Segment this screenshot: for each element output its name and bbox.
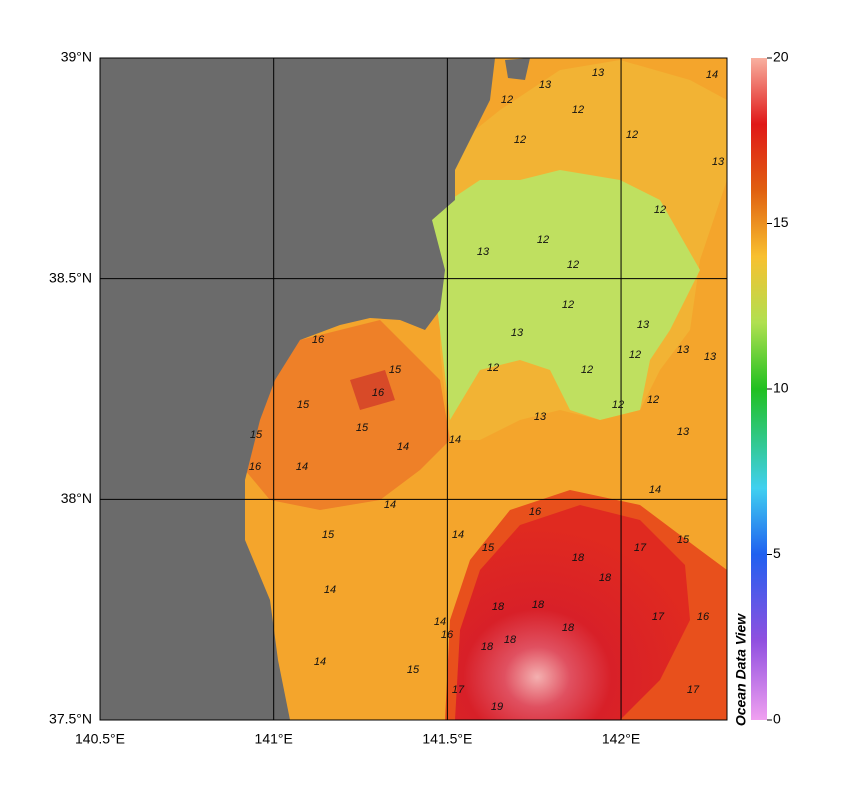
contour-label: 13 (637, 319, 650, 331)
colorbar (751, 58, 767, 720)
contour-label: 15 (407, 664, 420, 676)
contour-label: 12 (626, 129, 638, 141)
contour-label: 18 (562, 622, 575, 634)
contour-label: 15 (297, 399, 310, 411)
y-tick-label: 39°N (61, 49, 92, 65)
contour-label: 17 (452, 684, 465, 696)
contour-label: 14 (397, 441, 409, 453)
contour-label: 15 (322, 529, 335, 541)
contour-label: 16 (312, 334, 325, 346)
contour-label: 14 (649, 484, 661, 496)
contour-label: 13 (511, 327, 524, 339)
contour-label: 18 (599, 572, 612, 584)
contour-label: 14 (384, 499, 396, 511)
contour-label: 12 (629, 349, 641, 361)
contour-label: 14 (449, 434, 461, 446)
contour-label: 17 (652, 611, 665, 623)
contour-label: 17 (687, 684, 700, 696)
land (505, 58, 530, 80)
y-tick-label: 38.5°N (49, 269, 92, 285)
watermark: Ocean Data View (733, 613, 749, 726)
contour-label: 18 (532, 599, 545, 611)
contour-label: 15 (677, 534, 690, 546)
colorbar-tick-label: 10 (773, 380, 789, 396)
contour-label: 12 (581, 364, 593, 376)
contour-label: 12 (612, 399, 624, 411)
contour-label: 17 (634, 542, 647, 554)
contour-label: 15 (250, 429, 263, 441)
contour-label: 16 (372, 387, 385, 399)
contour-label: 19 (491, 701, 503, 713)
contour-label: 13 (534, 411, 547, 423)
sea-region (245, 320, 450, 510)
contour-label: 12 (487, 362, 499, 374)
contour-label: 12 (572, 104, 584, 116)
contour-label: 13 (712, 156, 725, 168)
y-tick-label: 38°N (61, 490, 92, 506)
contour-label: 14 (314, 656, 326, 668)
grid (99, 57, 727, 721)
contour-label: 14 (434, 616, 446, 628)
contour-label: 13 (592, 67, 605, 79)
colorbar-tick-label: 5 (773, 545, 781, 561)
contour-label: 12 (654, 204, 666, 216)
contour-label: 14 (324, 584, 336, 596)
map-area (100, 58, 727, 720)
contour-label: 18 (572, 552, 585, 564)
x-tick-label: 140.5°E (75, 731, 125, 747)
contour-label: 12 (567, 259, 579, 271)
contour-label: 12 (647, 394, 659, 406)
x-tick-label: 142°E (602, 731, 640, 747)
contour-label: 15 (356, 422, 369, 434)
contour-label: 13 (677, 344, 690, 356)
land (100, 58, 495, 720)
sea-region (432, 170, 700, 420)
colorbar-tick-label: 20 (773, 49, 789, 65)
contour-label: 16 (697, 611, 710, 623)
contour-label: 14 (296, 461, 308, 473)
contour-label: 15 (482, 542, 495, 554)
contour-label: 16 (249, 461, 262, 473)
contour-label: 14 (706, 69, 718, 81)
contour-label: 18 (504, 634, 517, 646)
contour-labels: 13 12 13 12 12 13 14 12 12 12 12 13 12 13 12 12 13 12 12 12… (249, 67, 725, 713)
contour-label: 13 (539, 79, 552, 91)
contour-label: 12 (562, 299, 574, 311)
contour-label: 12 (514, 134, 526, 146)
contour-label: 13 (704, 351, 717, 363)
contour-label: 13 (477, 246, 490, 258)
x-tick-label: 141.5°E (422, 731, 472, 747)
x-tick-label: 141°E (255, 731, 293, 747)
contour-label: 16 (529, 506, 542, 518)
contour-label: 16 (441, 629, 454, 641)
colorbar-tick-label: 0 (773, 711, 781, 727)
contour-label: 14 (452, 529, 464, 541)
contour-label: 18 (481, 641, 494, 653)
colorbar-tick-label: 15 (773, 214, 789, 230)
sea-region (350, 370, 395, 410)
y-tick-label: 37.5°N (49, 711, 92, 727)
contour-label: 18 (492, 601, 505, 613)
sea-region (455, 505, 690, 720)
contour-label: 15 (389, 364, 402, 376)
contour-label: 13 (677, 426, 690, 438)
contour-label: 12 (501, 94, 513, 106)
contour-label: 12 (537, 234, 549, 246)
